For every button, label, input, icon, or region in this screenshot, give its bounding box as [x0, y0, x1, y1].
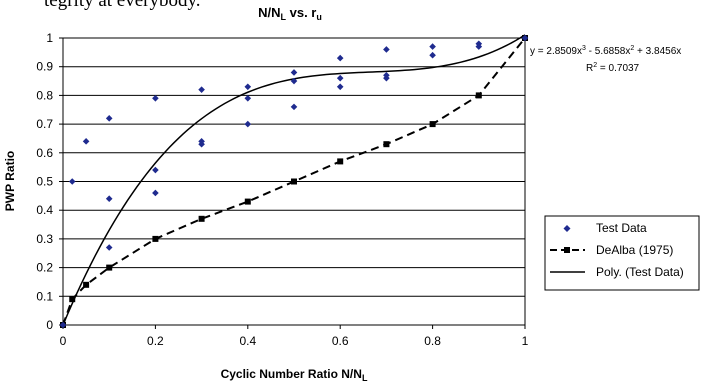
test-data-point — [105, 195, 113, 203]
legend-label-poly: Poly. (Test Data) — [596, 265, 684, 279]
x-tick-label: 0 — [60, 334, 67, 348]
dealba-point — [337, 158, 344, 165]
test-data-point — [82, 138, 90, 145]
test-data-point — [429, 43, 436, 50]
y-tick-label: 0.1 — [36, 289, 53, 303]
x-tick-label: 0.6 — [332, 334, 349, 348]
dealba-point — [429, 121, 436, 128]
y-tick-label: 1 — [46, 31, 53, 45]
cut-off-text-fragment: tegrity at everybody. — [44, 0, 201, 11]
test-data-point — [198, 86, 205, 93]
legend-label-dealba: DeAlba (1975) — [596, 243, 673, 257]
legend-box — [544, 215, 700, 291]
test-data-point — [152, 166, 159, 174]
legend-diamond-icon — [563, 225, 571, 232]
r-squared-annotation: R2 = 0.7037 — [586, 62, 640, 74]
test-data-point — [383, 74, 390, 82]
test-data-point — [336, 54, 344, 62]
y-tick-label: 0.8 — [36, 88, 53, 102]
test-data-point — [290, 103, 298, 111]
y-axis-ticks: 0 0.1 0.2 0.3 0.4 0.5 0.6 0.7 0.8 0.9 1 — [36, 31, 63, 332]
dealba-point — [69, 296, 76, 303]
y-tick-label: 0.6 — [36, 146, 53, 160]
test-data-point — [290, 77, 298, 85]
dealba-point — [244, 198, 251, 205]
x-tick-label: 0.2 — [147, 334, 164, 348]
y-axis-label: PWP Ratio — [3, 151, 17, 211]
test-data-point — [152, 94, 159, 102]
test-data-point — [475, 43, 483, 50]
legend-item-poly: Poly. (Test Data) — [550, 265, 684, 279]
dealba-point — [383, 141, 390, 148]
x-tick-label: 1 — [522, 334, 529, 348]
test-data-point — [59, 321, 67, 329]
y-tick-label: 0.5 — [36, 175, 53, 189]
test-data-point — [105, 115, 113, 122]
chart-title: N/NL vs. ru — [258, 5, 322, 22]
dealba-point — [198, 215, 205, 222]
legend-label-test-data: Test Data — [596, 221, 647, 235]
test-data-point — [290, 69, 298, 76]
test-data-series — [59, 34, 529, 329]
dealba-point — [83, 281, 90, 288]
dealba-point — [152, 235, 159, 242]
x-tick-label: 0.4 — [239, 334, 256, 348]
test-data-point — [152, 189, 159, 197]
test-data-point — [336, 74, 344, 82]
y-tick-label: 0.3 — [36, 232, 53, 246]
legend: Test Data DeAlba (1975) Poly. (Test Data… — [544, 215, 700, 291]
legend-item-dealba: DeAlba (1975) — [550, 243, 673, 257]
legend-item-test-data: Test Data — [563, 221, 647, 235]
y-tick-label: 0.9 — [36, 60, 53, 74]
dealba-point — [475, 92, 482, 99]
test-data-point — [429, 51, 436, 59]
test-data-point — [336, 83, 344, 91]
test-data-point — [521, 34, 529, 42]
legend-square-icon — [564, 247, 570, 253]
test-data-point — [244, 83, 252, 91]
x-axis-label: Cyclic Number Ratio N/NL — [221, 367, 368, 383]
x-tick-label: 0.8 — [424, 334, 441, 348]
test-data-point — [383, 46, 390, 53]
x-axis-ticks: 0 0.2 0.4 0.6 0.8 1 — [60, 325, 529, 348]
y-tick-label: 0 — [46, 318, 53, 332]
y-tick-label: 0.2 — [36, 261, 53, 275]
test-data-point — [198, 140, 205, 148]
test-data-point — [68, 178, 76, 185]
test-data-point — [105, 244, 113, 251]
test-data-point — [244, 120, 252, 128]
y-tick-label: 0.4 — [36, 203, 53, 217]
test-data-point — [244, 94, 252, 102]
y-tick-label: 0.7 — [36, 117, 53, 131]
dealba-point — [291, 178, 297, 185]
dealba-point — [106, 264, 113, 271]
trendline-equation: y = 2.8509x3 - 5.6858x2 + 3.8456x — [530, 45, 681, 57]
